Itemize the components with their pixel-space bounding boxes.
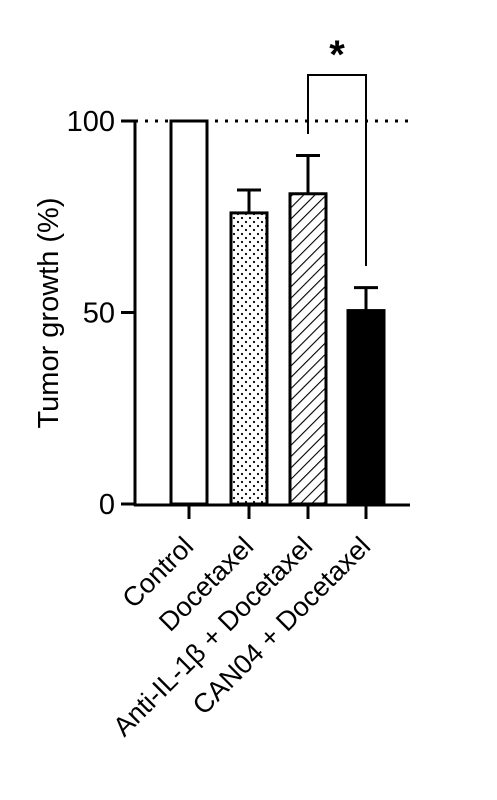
bar-2: [229, 211, 269, 506]
y-tick-label-50: 50: [83, 298, 115, 330]
error-bars-layer: [237, 153, 378, 311]
significance-bracket: [307, 74, 367, 266]
bar-3: [288, 192, 328, 506]
y-tick-label-100: 100: [67, 106, 115, 138]
bar-4: [346, 309, 386, 506]
y-tick-label-0: 0: [99, 489, 115, 521]
significance-layer: *: [307, 33, 367, 266]
bar-1: [169, 119, 209, 506]
y-ticks-layer: 0 50 100: [67, 106, 135, 521]
significance-label: *: [329, 33, 345, 77]
bars-layer: [169, 119, 386, 506]
y-axis-label: Tumor growth (%): [33, 198, 65, 429]
